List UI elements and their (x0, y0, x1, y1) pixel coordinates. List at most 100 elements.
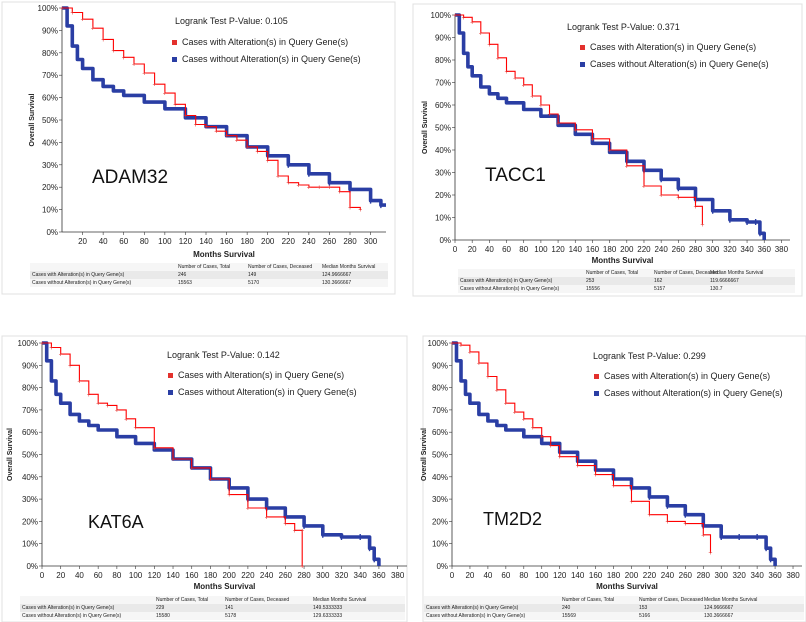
legend-label-unaltered: Cases without Alteration(s) in Query Gen… (604, 388, 783, 398)
censor-mark-altered: + (96, 401, 100, 408)
y-tick-label: 80% (22, 384, 38, 393)
table-header-row: Number of Cases, Total Number of Cases, D… (424, 596, 804, 604)
x-tick-label: 160 (586, 245, 600, 254)
y-tick-label: 70% (22, 406, 38, 415)
legend-swatch-unaltered (168, 390, 173, 395)
x-axis-label: Months Survival (596, 582, 658, 591)
censor-mark-altered: + (547, 112, 551, 119)
y-tick-label: 30% (432, 495, 448, 504)
censor-mark-altered: + (265, 514, 269, 521)
x-tick-label: 0 (450, 571, 455, 580)
censor-mark-altered: + (40, 341, 44, 348)
x-tick-label: 160 (589, 571, 603, 580)
censor-mark-altered: + (522, 82, 526, 89)
censor-mark-altered: + (462, 15, 466, 22)
y-tick-label: 90% (435, 34, 451, 43)
censor-mark-altered: + (477, 361, 481, 368)
table-cell: Median Months Survival (704, 597, 758, 603)
censor-mark-altered: + (486, 374, 490, 381)
x-tick-label: 280 (689, 245, 703, 254)
censor-mark-altered: + (459, 343, 463, 350)
y-tick-label: 80% (42, 49, 58, 58)
censor-mark-altered: + (556, 121, 560, 128)
x-tick-label: 180 (204, 571, 218, 580)
censor-mark-altered: + (708, 550, 712, 557)
censor-mark-altered: + (549, 443, 553, 450)
censor-mark-altered: + (297, 182, 301, 189)
y-tick-label: 20% (42, 183, 58, 192)
table-cell: 5157 (654, 286, 666, 292)
x-tick-label: 220 (282, 237, 296, 246)
censor-mark-altered: + (227, 492, 231, 499)
censor-mark-altered: + (317, 185, 321, 192)
y-tick-label: 0% (46, 228, 58, 237)
table-row: Cases with Alteration(s) in Query Gene(s… (30, 271, 388, 279)
censor-mark-altered: + (300, 528, 304, 535)
pvalue-label: Logrank Test P-Value: 0.105 (175, 16, 288, 26)
y-axis-label: Overall Survival (29, 93, 36, 146)
km-panel-tacc1: 0% 10% 20% 30% 40% 50% 60% 70% 80% 90% 100% 0 20 40 60… (412, 3, 803, 297)
y-tick-label: 50% (435, 124, 451, 133)
censor-mark-altered: + (122, 55, 126, 62)
table-row: Cases without Alteration(s) in Query Gen… (458, 285, 795, 293)
y-tick-label: 70% (42, 71, 58, 80)
gene-label: TACC1 (485, 165, 546, 186)
censor-mark-altered: + (522, 416, 526, 423)
y-tick-label: 20% (22, 517, 38, 526)
legend-swatch-altered (172, 40, 177, 45)
censor-mark-altered: + (49, 345, 53, 352)
censor-mark-altered: + (487, 42, 491, 49)
summary-table: Number of Cases, Total Number of Cases, D… (30, 263, 388, 287)
x-tick-label: 120 (179, 237, 193, 246)
table-cell: 15563 (178, 280, 192, 286)
x-tick-label: 260 (323, 237, 337, 246)
x-tick-label: 140 (569, 245, 583, 254)
x-tick-label: 220 (643, 571, 657, 580)
panel-frame (412, 3, 803, 297)
censor-mark-altered: + (276, 174, 280, 181)
censor-mark-altered: + (246, 506, 250, 513)
table-cell: 153 (639, 605, 648, 611)
y-tick-label: 70% (432, 406, 448, 415)
x-tick-label: 100 (158, 237, 172, 246)
censor-mark-altered: + (590, 136, 594, 143)
y-tick-label: 0% (26, 562, 38, 571)
legend-swatch-unaltered (580, 62, 585, 67)
table-cell: Cases without Alteration(s) in Query Gen… (32, 280, 132, 286)
y-tick-label: 90% (432, 361, 448, 370)
x-tick-label: 120 (551, 245, 565, 254)
x-tick-label: 60 (119, 237, 128, 246)
censor-mark-altered: + (134, 425, 138, 432)
censor-mark-altered: + (208, 477, 212, 484)
table-cell: 162 (654, 278, 663, 284)
summary-table: Number of Cases, Total Number of Cases, D… (424, 596, 804, 620)
table-cell: 124.9666667 (322, 272, 352, 278)
y-axis-label: Overall Survival (422, 101, 429, 154)
censor-mark-altered: + (111, 48, 115, 55)
censor-mark-altered: + (576, 463, 580, 470)
censor-mark-altered: + (495, 387, 499, 394)
x-tick-label: 300 (715, 571, 729, 580)
censor-mark-altered: + (693, 204, 697, 211)
censor-mark-altered: + (700, 222, 704, 229)
x-tick-label: 180 (607, 571, 621, 580)
x-tick-label: 280 (343, 237, 357, 246)
x-tick-label: 160 (185, 571, 199, 580)
censor-mark-altered: + (531, 425, 535, 432)
censor-mark-altered: + (539, 103, 543, 110)
legend-swatch-unaltered (172, 57, 177, 62)
series-line-altered (452, 342, 712, 553)
censor-mark-altered: + (496, 55, 500, 62)
y-tick-label: 90% (22, 361, 38, 370)
censor-mark-altered: + (530, 94, 534, 101)
table-cell: Cases without Alteration(s) in Query Gen… (426, 613, 526, 619)
y-tick-label: 40% (432, 473, 448, 482)
censor-mark-altered: + (625, 163, 629, 170)
censor-mark-altered: + (659, 193, 663, 200)
y-tick-label: 100% (431, 11, 451, 20)
censor-mark-altered: + (77, 378, 81, 385)
legend-label-altered: Cases with Alteration(s) in Query Gene(s… (604, 371, 770, 381)
table-cell: 5166 (639, 613, 651, 619)
table-cell: Number of Cases, Total (562, 597, 615, 603)
